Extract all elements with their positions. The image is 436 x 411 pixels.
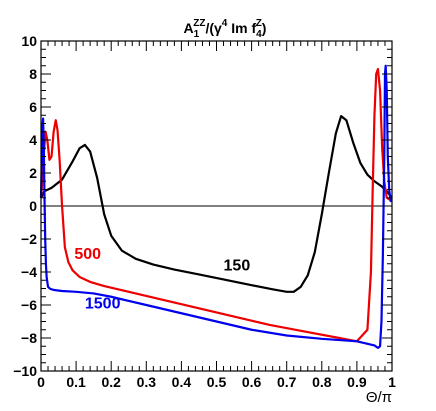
x-tick-label: 0.7 bbox=[277, 374, 297, 390]
x-tick-label: 0.8 bbox=[312, 374, 332, 390]
series-label-500: 500 bbox=[74, 246, 101, 263]
chart-title: A1ZZ/(γ4 Im f4Z) bbox=[184, 18, 267, 40]
x-tick-label: 0.3 bbox=[137, 374, 157, 390]
series-label-150: 150 bbox=[224, 257, 251, 274]
x-axis-label: Θ/π bbox=[366, 389, 392, 406]
series-label-1500: 1500 bbox=[85, 295, 121, 312]
y-tick-label: −2 bbox=[21, 231, 37, 247]
y-tick-label: −8 bbox=[21, 330, 37, 346]
x-tick-label: 0 bbox=[37, 374, 45, 390]
series-line-500 bbox=[39, 67, 393, 343]
x-tick-label: 0.1 bbox=[66, 374, 86, 390]
x-tick-label: 0.6 bbox=[242, 374, 262, 390]
x-tick-label: 0.4 bbox=[172, 374, 192, 390]
x-tick-label: 0.9 bbox=[347, 374, 367, 390]
axes: 0 0.1 0.2 0.3 0.4 0.5 0.6 0.7 0.8 0.9 1 10 8 6 4 2 0 −2 −4… bbox=[13, 33, 396, 390]
x-tick-label: 1 bbox=[388, 374, 396, 390]
y-tick-label: 0 bbox=[29, 198, 37, 214]
y-tick-label: 10 bbox=[21, 33, 37, 49]
y-tick-label: −10 bbox=[13, 363, 37, 379]
y-tick-label: 2 bbox=[29, 165, 37, 181]
y-tick-label: 6 bbox=[29, 99, 37, 115]
y-tick-label: 8 bbox=[29, 66, 37, 82]
x-tick-label: 0.2 bbox=[101, 374, 121, 390]
x-tick-label: 0.5 bbox=[207, 374, 227, 390]
series-line-150 bbox=[40, 114, 393, 293]
y-tick-label: −6 bbox=[21, 297, 37, 313]
plot-area: 150 500 1500 bbox=[39, 64, 393, 349]
y-tick-label: −4 bbox=[21, 264, 37, 280]
y-tick-label: 4 bbox=[29, 132, 37, 148]
